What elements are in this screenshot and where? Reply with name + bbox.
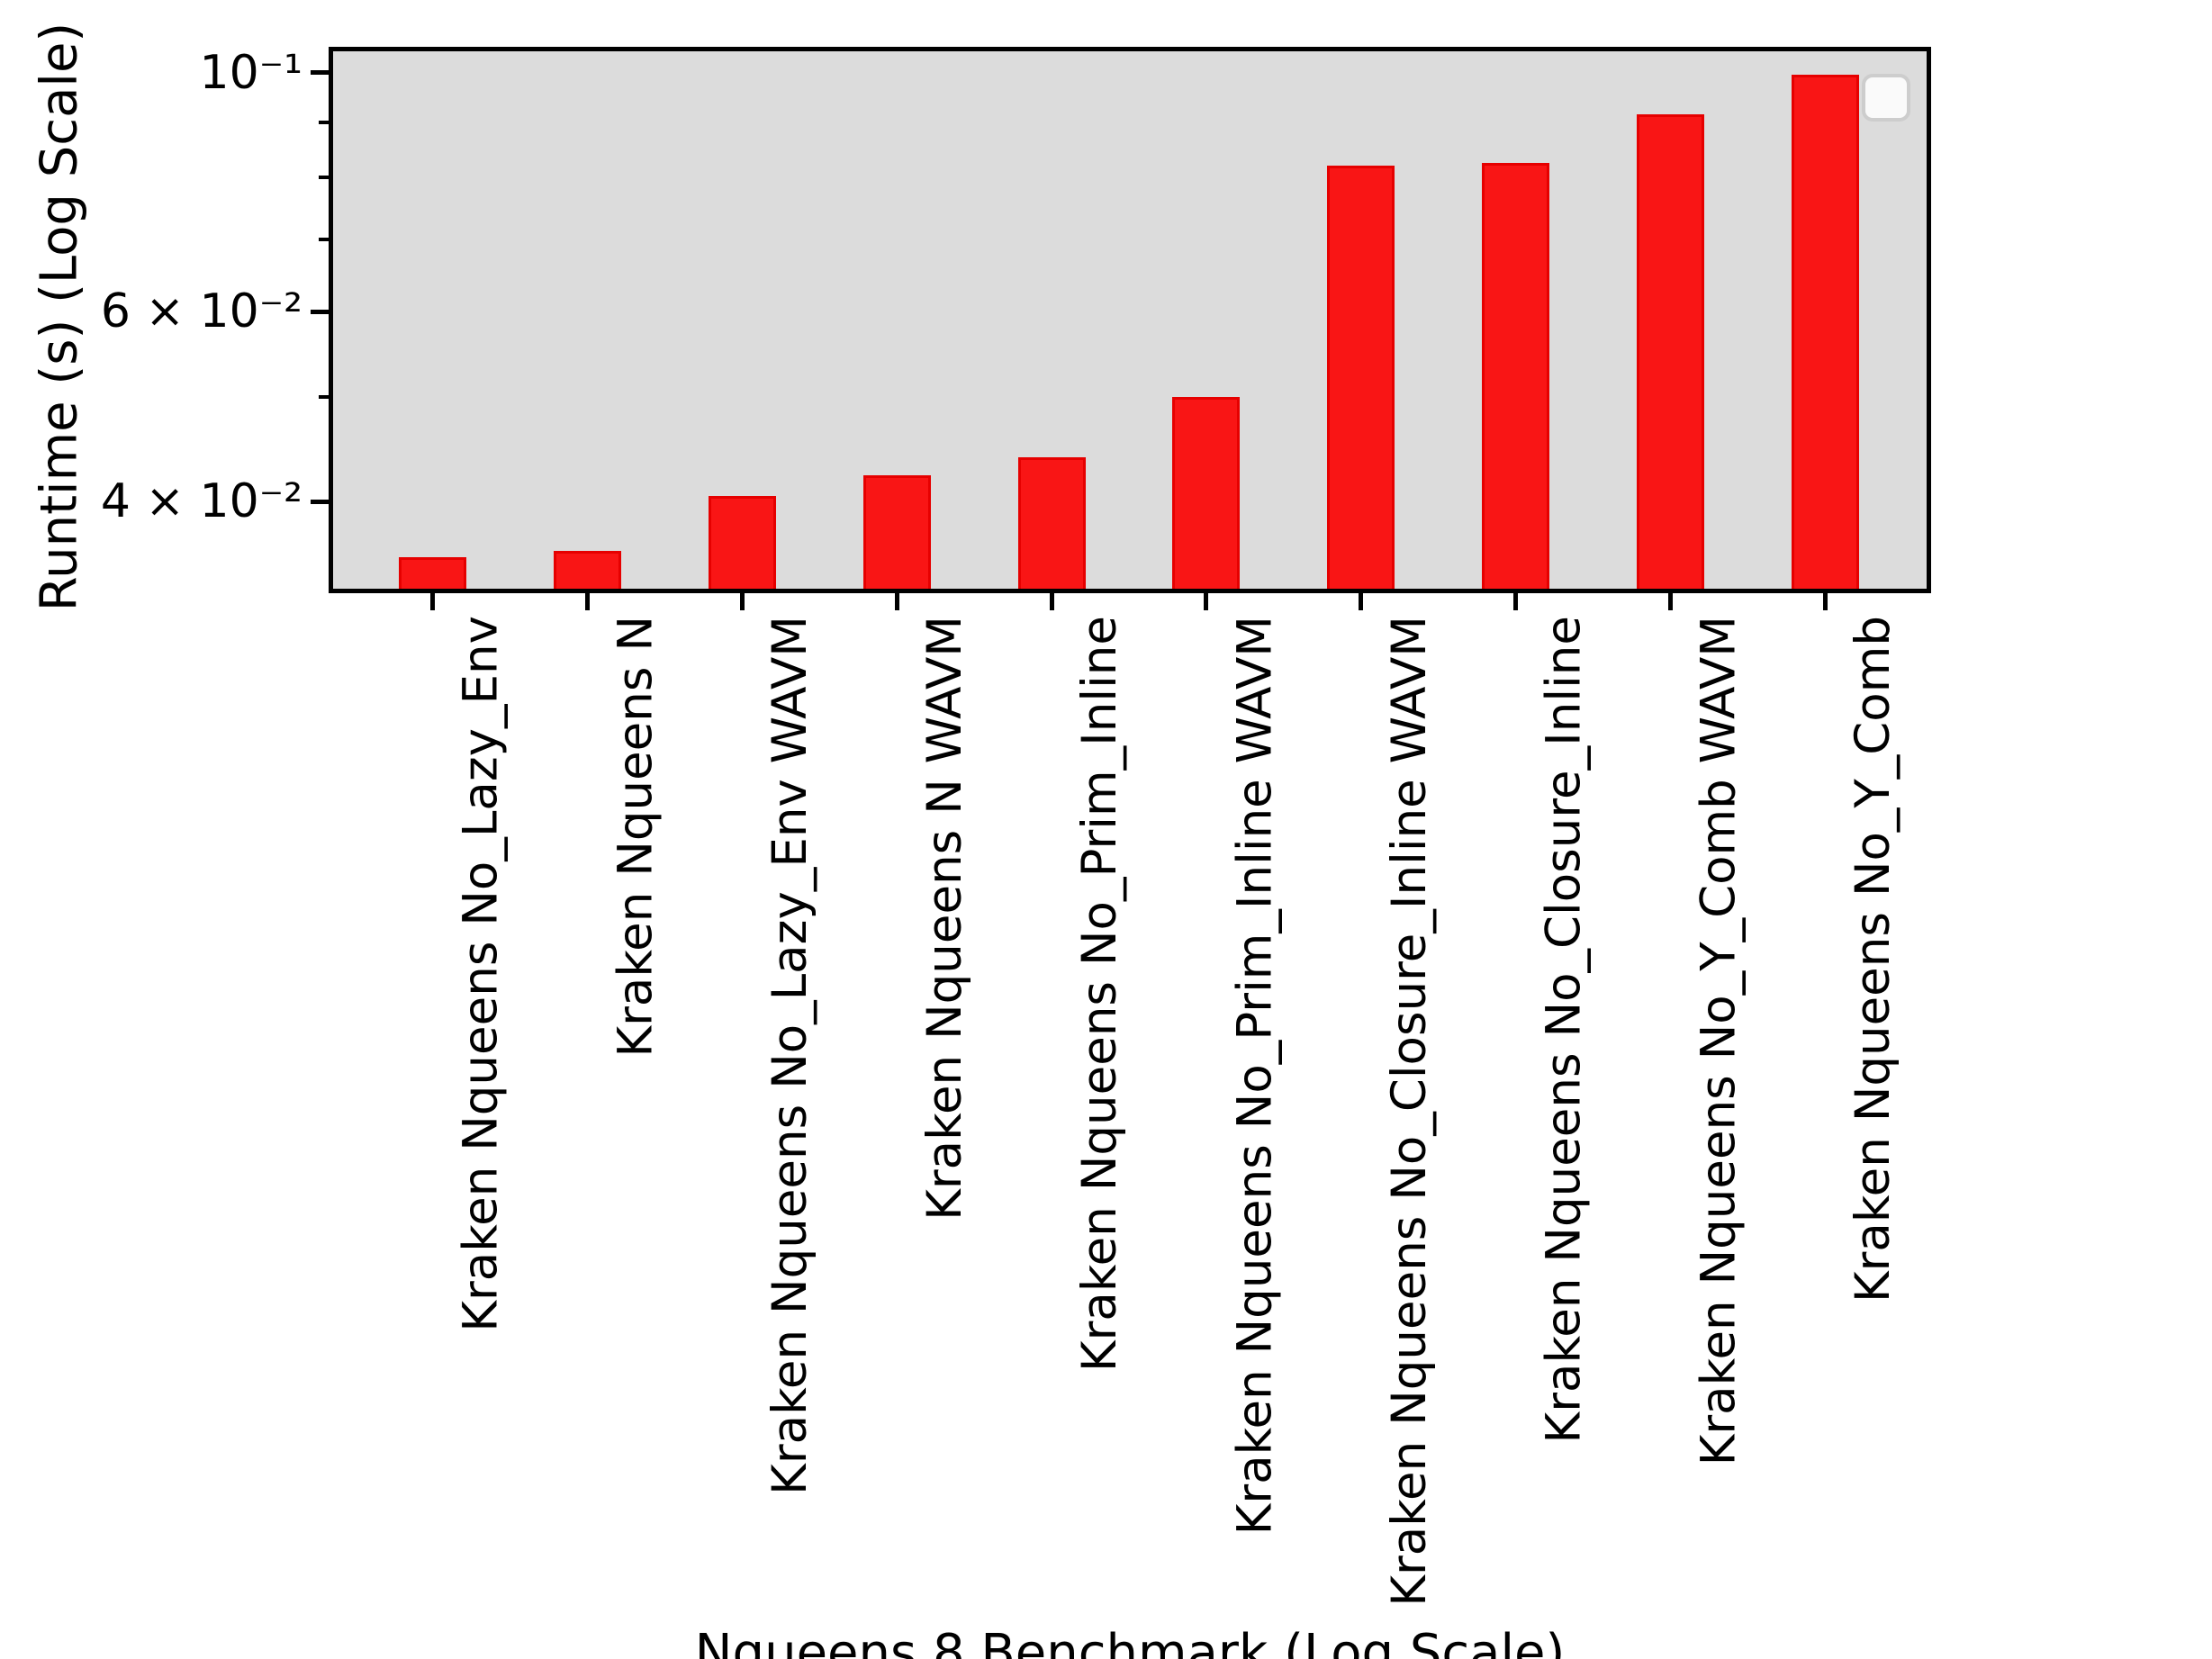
y-minor-tick-0 [319, 120, 330, 124]
x-tick-8 [1668, 591, 1673, 610]
x-tick-label-5: Kraken Nqueens No_Prim_Inline WAVM [1226, 616, 1282, 1536]
bar-4 [1017, 456, 1086, 589]
x-tick-label-9: Kraken Nqueens No_Y_Comb [1846, 616, 1901, 1303]
bar-8 [1637, 114, 1704, 589]
x-tick-5 [1204, 591, 1209, 610]
x-tick-2 [739, 591, 745, 610]
x-tick-9 [1822, 591, 1828, 610]
y-major-tick-2 [311, 499, 330, 504]
bar-6 [1327, 166, 1395, 589]
y-minor-tick-3 [319, 395, 330, 400]
x-axis-label: Nqueens 8 Benchmark (Log Scale) [694, 1624, 1566, 1659]
x-tick-label-6: Kraken Nqueens No_Closure_Inline WAVM [1381, 616, 1437, 1607]
y-major-tick-0 [311, 70, 330, 76]
y-minor-tick-2 [319, 238, 330, 242]
bar-3 [862, 475, 931, 589]
x-tick-6 [1359, 591, 1364, 610]
x-tick-0 [430, 591, 435, 610]
y-axis-label: Runtime (s) (Log Scale) [30, 22, 89, 612]
y-minor-tick-1 [319, 175, 330, 179]
bar-9 [1791, 75, 1859, 589]
y-major-tick-1 [311, 309, 330, 314]
bar-5 [1172, 397, 1241, 589]
x-tick-label-7: Kraken Nqueens No_Closure_Inline [1536, 616, 1592, 1444]
x-tick-7 [1513, 591, 1519, 610]
x-tick-1 [584, 591, 590, 610]
x-tick-label-4: Kraken Nqueens No_Prim_Inline [1072, 616, 1127, 1373]
y-tick-label-1: 6 × 10⁻² [100, 284, 302, 339]
x-tick-label-8: Kraken Nqueens No_Y_Comb WAVM [1691, 616, 1747, 1466]
bar-1 [553, 550, 621, 589]
y-tick-label-2: 4 × 10⁻² [100, 474, 302, 529]
x-tick-label-0: Kraken Nqueens No_Lazy_Env [453, 616, 509, 1332]
x-tick-label-3: Kraken Nqueens N WAVM [917, 616, 973, 1221]
legend-box [1862, 74, 1910, 122]
x-tick-3 [894, 591, 899, 610]
x-tick-label-1: Kraken Nqueens N [608, 616, 664, 1058]
bar-0 [399, 557, 466, 589]
x-tick-4 [1049, 591, 1054, 610]
y-tick-label-0: 10⁻¹ [199, 45, 302, 100]
plot-area [329, 47, 1931, 593]
bar-7 [1482, 162, 1550, 589]
x-tick-label-2: Kraken Nqueens No_Lazy_Env WAVM [763, 616, 818, 1495]
bar-2 [708, 495, 776, 589]
